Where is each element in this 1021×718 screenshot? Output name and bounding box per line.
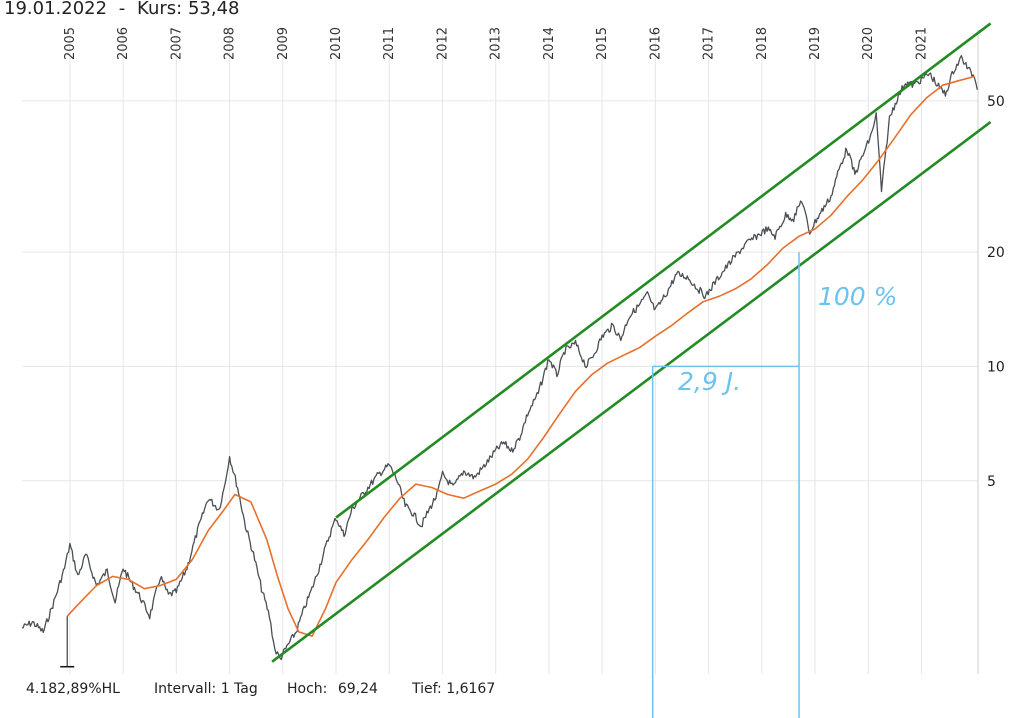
footer-low-label: Tief: [412, 681, 442, 697]
year-label: 2011 [382, 27, 397, 60]
moving-average-line [66, 75, 975, 637]
year-label: 2021 [914, 27, 929, 60]
year-label: 2015 [595, 27, 610, 60]
annotation-percent-text: 100 % [818, 282, 897, 311]
chart-header: 19.01.2022 - Kurs: 53,48 [4, 0, 239, 19]
year-label: 2006 [116, 27, 131, 60]
y-tick-label: 5 [987, 474, 996, 490]
year-label: 2009 [276, 27, 291, 60]
footer-high: Hoch: 69,24 [287, 681, 378, 697]
footer-interval-value: 1 Tag [220, 681, 258, 697]
header-separator: - [118, 0, 126, 19]
y-tick-label: 20 [987, 245, 1005, 261]
footer-high-label: Hoch: [287, 681, 328, 697]
footer-low: Tief: 1,6167 [412, 681, 495, 697]
year-label: 2016 [648, 27, 663, 60]
series-group [21, 22, 992, 668]
grid [22, 30, 979, 674]
year-label: 2014 [542, 27, 557, 60]
year-label: 2007 [169, 27, 184, 60]
year-label: 2017 [702, 27, 717, 60]
y-tick-label: 10 [987, 359, 1005, 375]
header-price-value: 53,48 [187, 0, 240, 19]
year-label: 2008 [223, 27, 238, 60]
year-label: 2013 [489, 27, 504, 60]
header-date: 19.01.2022 [4, 0, 108, 19]
header-price-label: Kurs: [137, 0, 183, 19]
year-label: 2005 [63, 27, 78, 60]
footer-low-value: 1,6167 [446, 681, 496, 697]
annotations: 100 % 2,9 J. [651, 252, 897, 718]
footer-interval: Intervall: 1 Tag [154, 681, 258, 697]
channel-lower-line [271, 120, 992, 663]
channel-upper-line [335, 22, 992, 519]
y-axis: 5 10 20 50 [987, 94, 1005, 490]
annotation-duration-text: 2,9 J. [678, 367, 741, 396]
year-label: 2012 [435, 27, 450, 60]
year-axis: 2005 2006 2007 2008 2009 2010 2011 2012 2013 2014… [63, 27, 930, 60]
year-label: 2010 [329, 27, 344, 60]
year-label: 2019 [808, 27, 823, 60]
footer-performance: 4.182,89%HL [26, 681, 120, 697]
footer-interval-label: Intervall: [154, 681, 217, 697]
footer-high-value: 69,24 [337, 681, 378, 697]
year-label: 2020 [861, 27, 876, 60]
year-label: 2018 [755, 27, 770, 60]
y-tick-label: 50 [987, 94, 1005, 110]
price-line [21, 55, 978, 661]
